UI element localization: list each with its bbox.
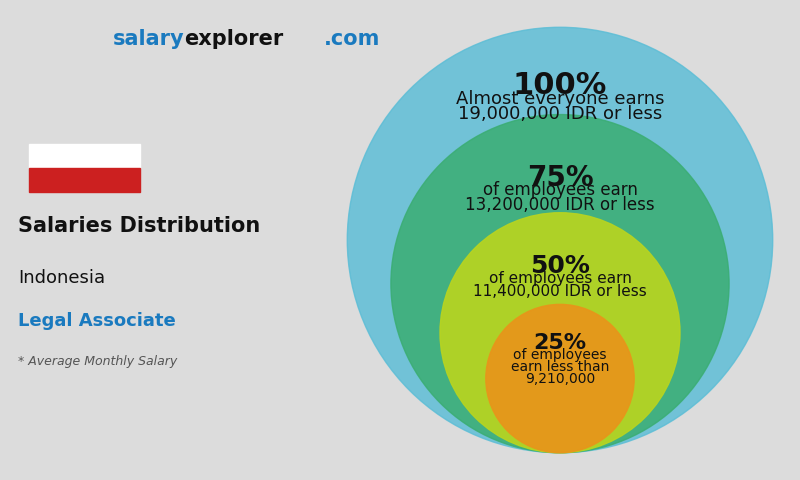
Text: of employees: of employees xyxy=(514,348,606,362)
Text: earn less than: earn less than xyxy=(511,360,609,374)
Text: Almost everyone earns: Almost everyone earns xyxy=(456,90,664,108)
Text: Indonesia: Indonesia xyxy=(18,269,106,287)
Text: * Average Monthly Salary: * Average Monthly Salary xyxy=(18,355,178,368)
Text: 19,000,000 IDR or less: 19,000,000 IDR or less xyxy=(458,106,662,123)
Text: 25%: 25% xyxy=(534,333,586,353)
Text: Legal Associate: Legal Associate xyxy=(18,312,176,330)
Bar xyxy=(30,144,140,168)
Text: explorer: explorer xyxy=(184,29,283,49)
Circle shape xyxy=(347,27,773,453)
Text: 75%: 75% xyxy=(526,164,594,192)
Text: 50%: 50% xyxy=(530,254,590,278)
Text: 100%: 100% xyxy=(513,71,607,100)
Text: of employees earn: of employees earn xyxy=(489,271,631,286)
Bar xyxy=(30,168,140,192)
Text: of employees earn: of employees earn xyxy=(482,181,638,199)
Circle shape xyxy=(440,213,680,453)
Circle shape xyxy=(391,115,729,453)
Text: .com: .com xyxy=(324,29,380,49)
Text: 9,210,000: 9,210,000 xyxy=(525,372,595,386)
Text: Salaries Distribution: Salaries Distribution xyxy=(18,216,261,236)
Text: 11,400,000 IDR or less: 11,400,000 IDR or less xyxy=(473,284,647,299)
Circle shape xyxy=(486,304,634,453)
Text: 13,200,000 IDR or less: 13,200,000 IDR or less xyxy=(465,196,655,214)
Text: salary: salary xyxy=(112,29,184,49)
